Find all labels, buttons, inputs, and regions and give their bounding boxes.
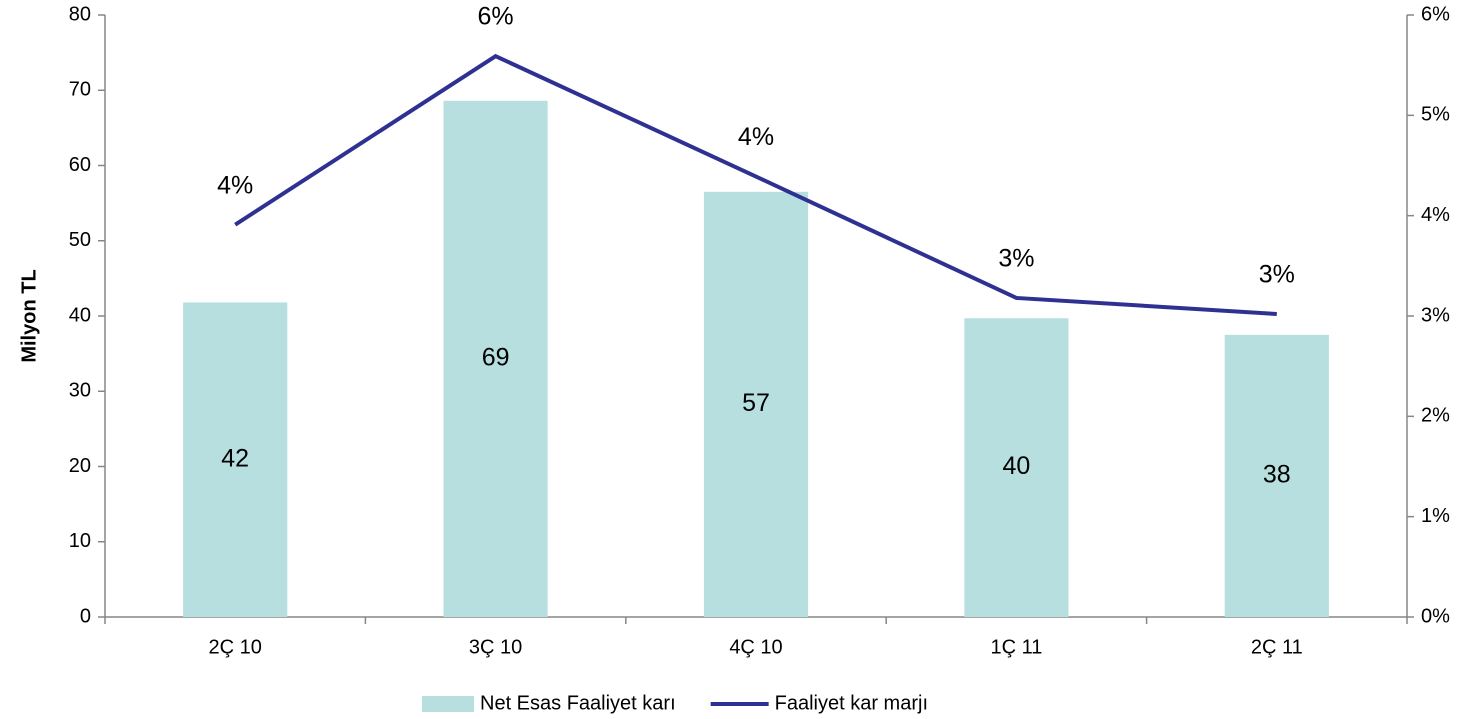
x-tick-label: 1Ç 11 bbox=[990, 636, 1042, 658]
bar-data-label: 38 bbox=[1263, 461, 1291, 489]
legend-swatch bbox=[422, 696, 474, 712]
bar bbox=[1224, 334, 1329, 617]
legend-label: Faaliyet kar marjı bbox=[775, 692, 928, 714]
bar-data-label: 57 bbox=[742, 389, 770, 417]
y2-tick-label: 0% bbox=[1421, 605, 1450, 627]
bar-data-label: 42 bbox=[221, 444, 249, 472]
y-tick-label: 50 bbox=[69, 229, 91, 251]
y-tick-label: 10 bbox=[69, 530, 91, 552]
x-tick-label: 4Ç 10 bbox=[729, 636, 782, 658]
y-tick-label: 80 bbox=[69, 3, 91, 25]
bar-data-label: 69 bbox=[482, 344, 510, 372]
legend-label: Net Esas Faaliyet karı bbox=[480, 692, 676, 714]
x-tick-label: 3Ç 10 bbox=[469, 636, 522, 658]
y-axis-label: Milyon TL bbox=[18, 269, 40, 362]
y-tick-label: 60 bbox=[69, 154, 91, 176]
bar bbox=[183, 302, 288, 617]
y-tick-label: 20 bbox=[69, 455, 91, 477]
line-data-label: 3% bbox=[998, 245, 1034, 273]
bar bbox=[964, 318, 1069, 617]
bar bbox=[443, 100, 548, 617]
bar-data-label: 40 bbox=[1002, 452, 1030, 480]
y2-tick-label: 2% bbox=[1421, 405, 1450, 427]
x-tick-label: 2Ç 11 bbox=[1251, 636, 1303, 658]
y2-tick-label: 1% bbox=[1421, 505, 1450, 527]
x-tick-label: 2Ç 10 bbox=[209, 636, 262, 658]
y2-tick-label: 5% bbox=[1421, 104, 1450, 126]
y-tick-label: 40 bbox=[69, 304, 91, 326]
line-data-label: 4% bbox=[738, 123, 774, 151]
line bbox=[234, 53, 1277, 316]
y-tick-label: 30 bbox=[69, 380, 91, 402]
line-data-label: 4% bbox=[217, 171, 253, 199]
line-data-label: 3% bbox=[1259, 261, 1295, 289]
bar bbox=[703, 191, 809, 617]
y-tick-label: 70 bbox=[69, 79, 91, 101]
line-data-label: 6% bbox=[478, 3, 514, 31]
y2-tick-label: 6% bbox=[1421, 3, 1450, 25]
y-tick-label: 0 bbox=[80, 605, 91, 627]
y2-tick-label: 4% bbox=[1421, 204, 1450, 226]
y2-tick-label: 3% bbox=[1421, 304, 1450, 326]
